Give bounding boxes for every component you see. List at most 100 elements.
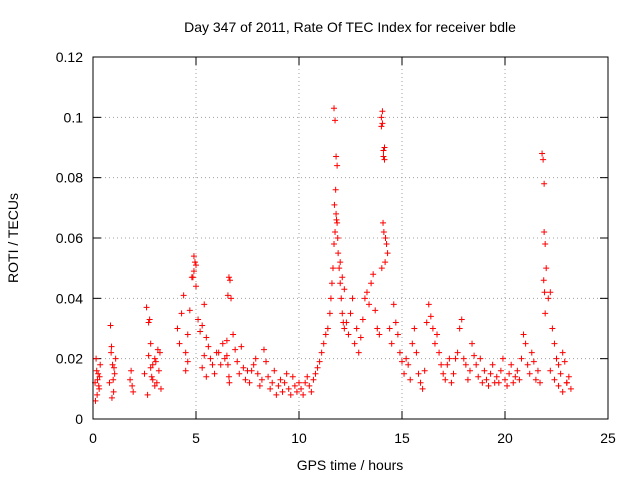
data-point — [324, 325, 331, 332]
data-point — [153, 379, 160, 386]
data-point — [242, 376, 249, 383]
data-point — [545, 295, 552, 302]
data-point — [93, 367, 100, 374]
data-point — [394, 331, 401, 338]
data-point — [537, 379, 544, 386]
data-point — [108, 394, 115, 401]
data-point — [483, 376, 490, 383]
data-point — [224, 292, 231, 299]
data-point — [551, 340, 558, 347]
data-point — [516, 376, 523, 383]
data-point — [296, 379, 302, 386]
y-tick-label: 0.12 — [56, 49, 83, 65]
data-point — [520, 331, 527, 338]
data-point — [345, 331, 352, 338]
data-point — [281, 379, 288, 386]
data-point — [567, 385, 574, 392]
data-point — [540, 156, 547, 163]
data-point — [333, 153, 340, 160]
data-point — [349, 295, 356, 302]
data-point — [184, 331, 191, 338]
data-point — [372, 307, 379, 314]
data-point — [110, 376, 117, 383]
data-point — [128, 367, 135, 374]
data-point — [383, 241, 390, 248]
data-point — [547, 367, 554, 374]
data-point — [289, 373, 296, 380]
data-point — [559, 388, 566, 395]
x-tick-label: 25 — [600, 430, 616, 446]
x-tick-label: 20 — [497, 430, 513, 446]
data-point — [392, 319, 399, 326]
data-point — [327, 295, 334, 302]
data-point — [458, 316, 465, 323]
data-point — [485, 382, 492, 389]
data-point — [333, 216, 340, 223]
data-point — [146, 316, 153, 323]
data-point — [396, 349, 403, 356]
data-point — [332, 186, 339, 193]
data-point — [409, 340, 416, 347]
data-point — [109, 361, 116, 368]
x-tick-label: 0 — [89, 430, 97, 446]
data-point — [190, 253, 197, 260]
data-point — [174, 325, 181, 332]
data-point — [332, 228, 339, 235]
data-point — [481, 367, 488, 374]
data-point — [250, 361, 257, 368]
data-point — [147, 340, 154, 347]
data-point — [322, 331, 329, 338]
data-point — [335, 250, 342, 257]
data-point — [226, 379, 233, 386]
data-point — [314, 364, 321, 371]
data-point — [522, 340, 529, 347]
data-point — [390, 301, 397, 308]
data-point — [267, 385, 274, 392]
data-point — [378, 123, 385, 130]
data-point — [156, 349, 163, 356]
data-point — [464, 376, 471, 383]
data-point — [534, 367, 541, 374]
data-point — [320, 340, 327, 347]
data-point — [95, 370, 102, 377]
data-point — [407, 376, 414, 383]
data-point — [497, 367, 504, 374]
data-point — [380, 153, 387, 160]
data-point — [283, 370, 290, 377]
data-point — [337, 280, 344, 287]
data-point — [94, 391, 101, 398]
data-point — [495, 379, 502, 386]
data-point — [300, 391, 307, 398]
data-point — [127, 376, 134, 383]
data-point — [254, 370, 261, 377]
data-point — [542, 310, 549, 317]
data-point — [147, 364, 154, 371]
data-point — [452, 355, 459, 362]
data-point — [328, 280, 335, 287]
data-point — [106, 379, 113, 386]
data-point — [363, 289, 370, 296]
data-point — [269, 379, 276, 386]
data-point — [306, 382, 313, 389]
data-point — [275, 382, 282, 389]
y-tick-label: 0 — [75, 411, 83, 427]
data-point — [334, 162, 341, 169]
data-point — [130, 388, 137, 395]
data-point — [298, 385, 305, 392]
data-point — [399, 358, 405, 365]
data-point — [473, 361, 480, 368]
data-point — [384, 250, 391, 257]
data-point — [230, 331, 237, 338]
data-point — [151, 355, 158, 362]
data-point — [93, 355, 100, 362]
data-point — [382, 235, 389, 241]
data-point — [380, 228, 387, 235]
data-point — [518, 355, 525, 362]
data-point — [190, 268, 197, 275]
data-point — [195, 316, 202, 323]
data-point — [191, 259, 198, 266]
data-point — [462, 361, 469, 368]
data-point — [381, 144, 388, 151]
data-point — [357, 334, 364, 341]
data-point — [381, 156, 388, 163]
